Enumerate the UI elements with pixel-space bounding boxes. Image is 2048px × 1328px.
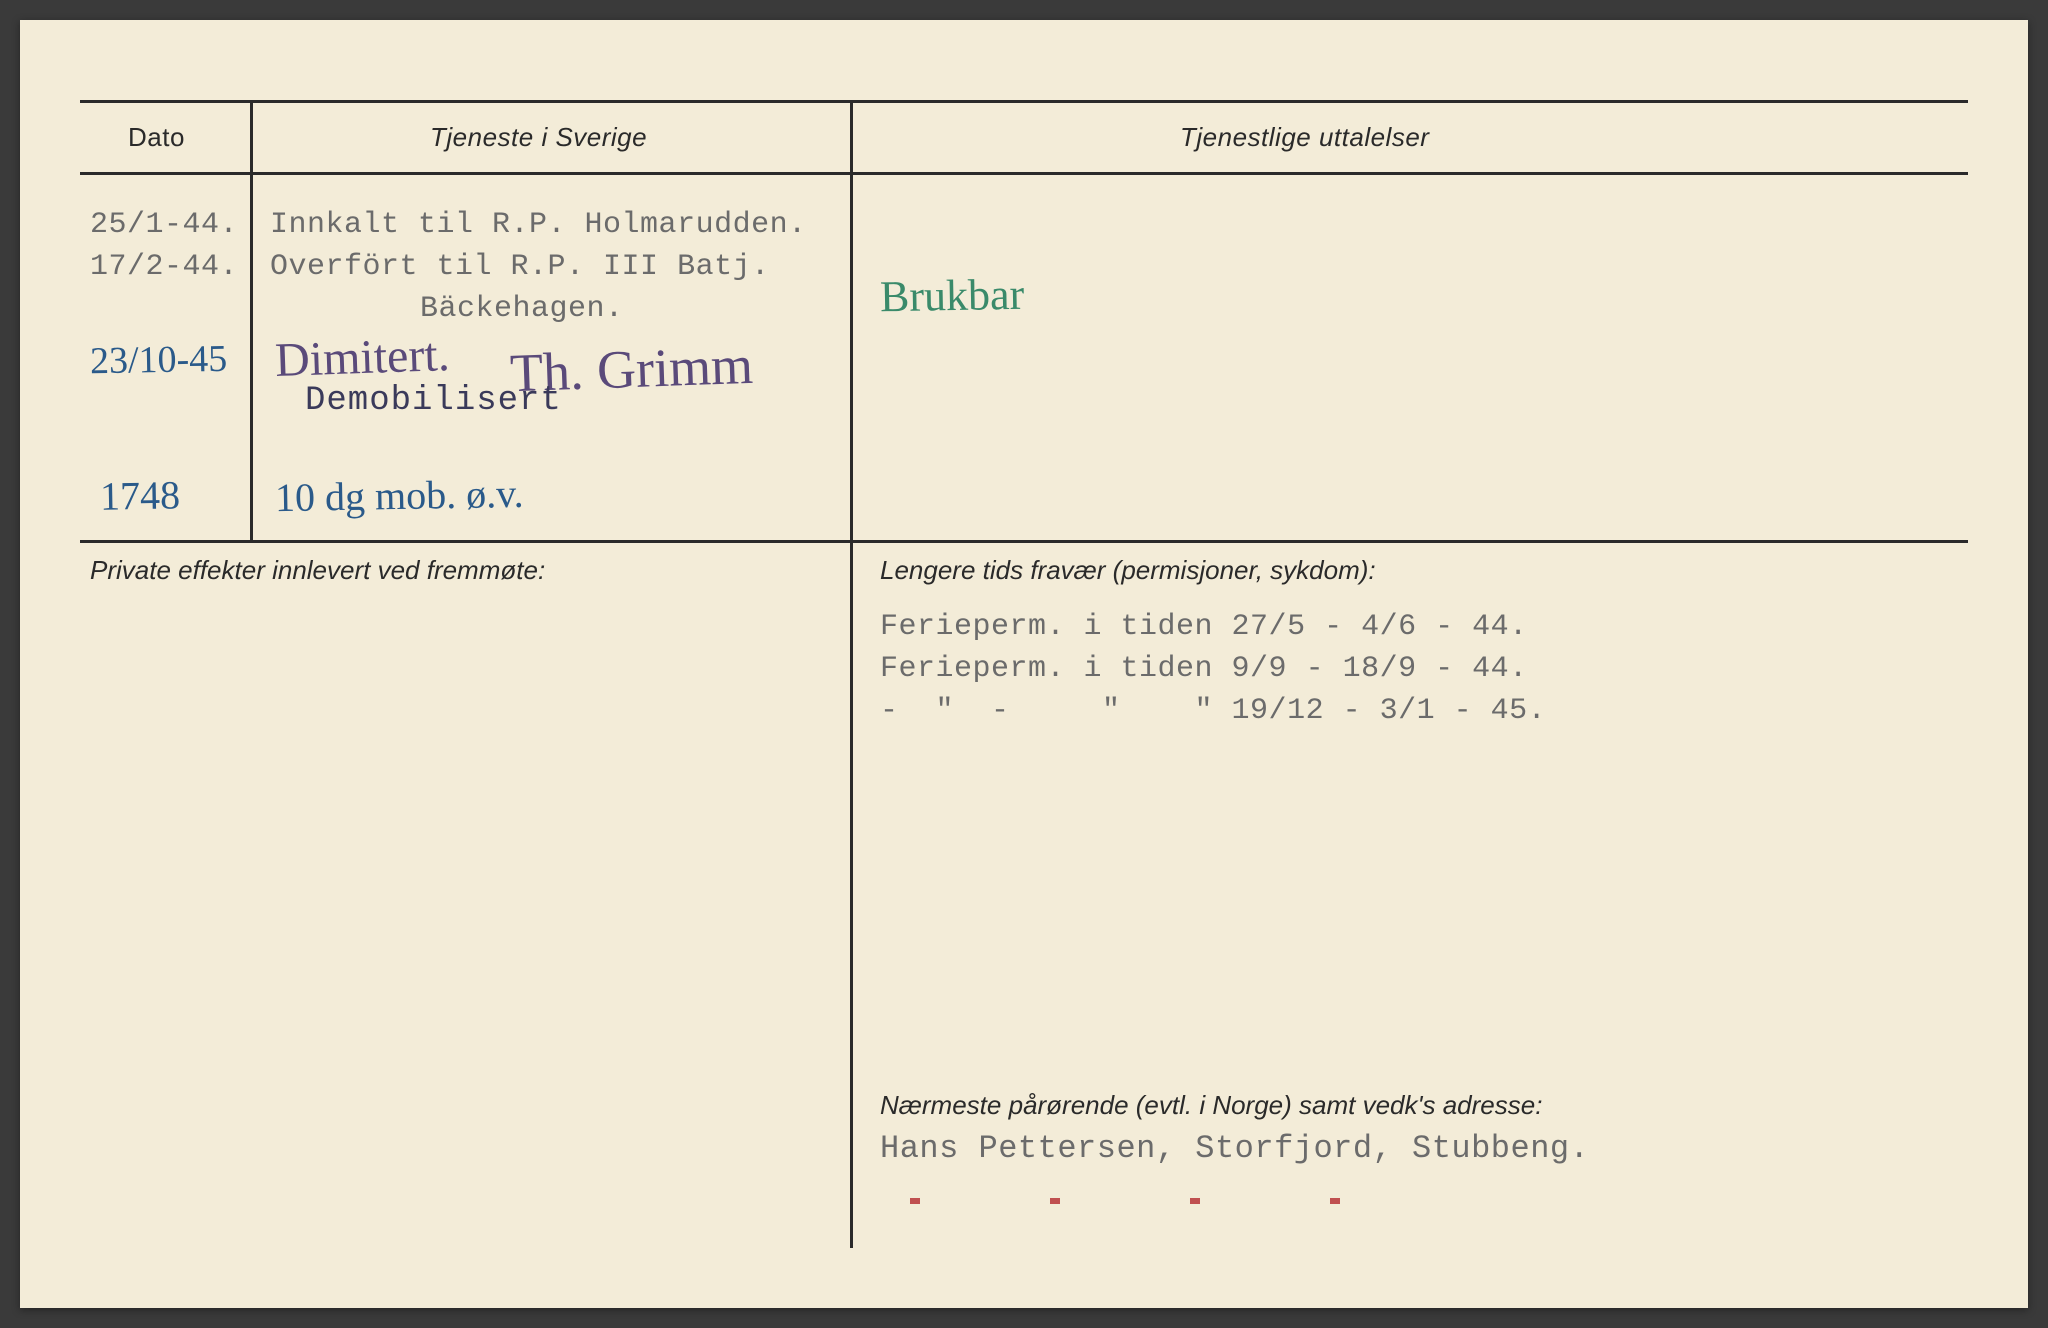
row1-text: Innkalt til R.P. Holmarudden. xyxy=(270,208,807,242)
absence-line-2: Ferieperm. i tiden 9/9 - 18/9 - 44. xyxy=(880,652,1528,686)
red-mark xyxy=(1330,1198,1340,1204)
header-tjeneste: Tjeneste i Sverige xyxy=(430,122,647,153)
rule-col2 xyxy=(850,100,853,1248)
index-card: Dato Tjeneste i Sverige Tjenestlige utta… xyxy=(20,20,2028,1308)
red-mark xyxy=(1190,1198,1200,1204)
hw-mob-line: 10 dg mob. ø.v. xyxy=(275,470,524,521)
row2-date: 17/2-44. xyxy=(90,250,238,284)
stamp-demobilisert: Demobilisert xyxy=(305,382,562,420)
rule-top xyxy=(80,100,1968,103)
red-mark xyxy=(910,1198,920,1204)
rule-col1 xyxy=(250,100,253,540)
row2-text1: Overfört til R.P. III Batj. xyxy=(270,250,770,284)
label-lengere-tids: Lengere tids fravær (permisjoner, sykdom… xyxy=(880,555,1376,586)
hw-date-23-10-45: 23/10-45 xyxy=(90,337,228,383)
label-private-effekter: Private effekter innlevert ved fremmøte: xyxy=(90,555,545,586)
next-of-kin: Hans Pettersen, Storfjord, Stubbeng. xyxy=(880,1130,1589,1167)
label-naermeste: Nærmeste pårørende (evtl. i Norge) samt … xyxy=(880,1090,1542,1121)
absence-line-1: Ferieperm. i tiden 27/5 - 4/6 - 44. xyxy=(880,610,1528,644)
rule-mid xyxy=(80,540,1968,543)
rule-header-bottom xyxy=(80,172,1968,175)
card-content: Dato Tjeneste i Sverige Tjenestlige utta… xyxy=(80,100,1968,1248)
red-mark xyxy=(1050,1198,1060,1204)
hw-date-1748: 1748 xyxy=(100,471,181,519)
row2-text2: Bäckehagen. xyxy=(420,292,624,326)
uttalelser-brukbar: Brukbar xyxy=(880,269,1025,323)
header-dato: Dato xyxy=(128,122,185,153)
absence-line-3: - " - " " 19/12 - 3/1 - 45. xyxy=(880,694,1546,728)
header-uttalelser: Tjenestlige uttalelser xyxy=(1180,122,1429,153)
hw-dimitert: Dimitert. xyxy=(274,327,450,388)
row1-date: 25/1-44. xyxy=(90,208,238,242)
